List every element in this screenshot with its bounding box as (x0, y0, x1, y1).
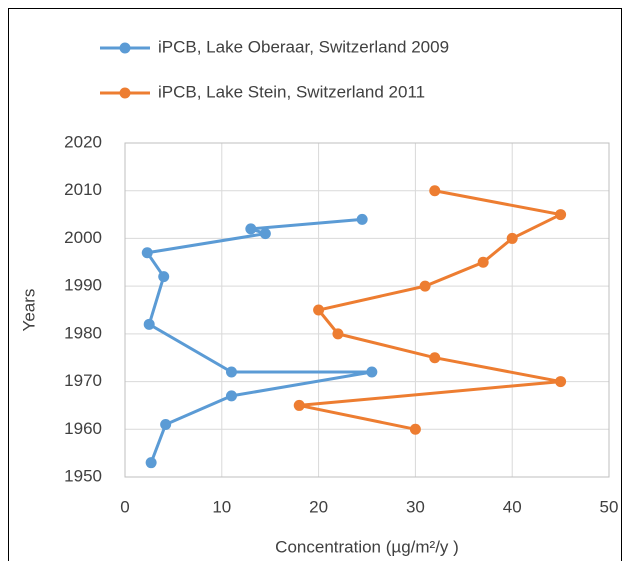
x-tick-label: 40 (503, 497, 522, 516)
data-point (419, 280, 431, 292)
plot-area (124, 142, 610, 478)
y-tick-label: 1990 (64, 276, 102, 295)
data-point (158, 271, 170, 283)
data-point (225, 366, 237, 378)
legend-marker (119, 42, 131, 54)
x-tick-label: 10 (212, 497, 231, 516)
data-point (366, 366, 378, 378)
data-point (259, 228, 271, 240)
y-tick-label: 1950 (64, 466, 102, 485)
y-tick-label: 1980 (64, 323, 102, 342)
y-tick-label: 1970 (64, 371, 102, 390)
data-point (429, 352, 441, 364)
y-tick-label: 2010 (64, 180, 102, 199)
data-point (356, 213, 368, 225)
data-point (555, 376, 567, 388)
x-tick-label: 30 (406, 497, 425, 516)
legend-label: iPCB, Lake Stein, Switzerland 2011 (158, 82, 425, 101)
x-axis-label: Concentration (µg/m²/y ) (275, 537, 459, 556)
data-point (141, 247, 153, 259)
data-point (506, 232, 518, 244)
data-point (245, 223, 257, 235)
chart-frame (8, 8, 622, 566)
x-tick-label: 20 (309, 497, 328, 516)
x-tick-label: 0 (120, 497, 129, 516)
data-point (225, 390, 237, 402)
legend-label: iPCB, Lake Oberaar, Switzerland 2009 (158, 37, 449, 56)
y-tick-label: 2020 (64, 132, 102, 151)
y-axis-label: Years (19, 289, 38, 332)
data-point (160, 419, 172, 431)
data-point (555, 209, 567, 221)
data-point (313, 304, 325, 316)
data-point (409, 423, 421, 435)
data-point (429, 185, 441, 197)
data-point (145, 457, 157, 469)
data-point (143, 318, 155, 330)
y-tick-label: 2000 (64, 228, 102, 247)
data-point (332, 328, 344, 340)
data-point (293, 399, 305, 411)
legend-marker (119, 87, 131, 99)
y-tick-label: 1960 (64, 419, 102, 438)
data-point (477, 256, 489, 268)
x-tick-label: 50 (600, 497, 619, 516)
